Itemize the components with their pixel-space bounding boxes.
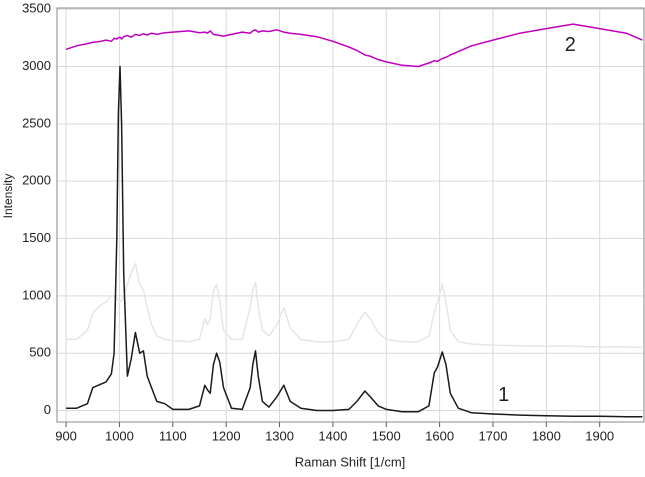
spectrum-line bbox=[66, 262, 643, 349]
x-tick-label: 1000 bbox=[105, 428, 134, 443]
y-tick-label: 2000 bbox=[22, 173, 51, 188]
x-tick-label: 1900 bbox=[585, 428, 614, 443]
y-tick-label: 1000 bbox=[22, 287, 51, 302]
x-tick-label: 1300 bbox=[265, 428, 294, 443]
x-tick-label: 900 bbox=[55, 428, 77, 443]
spectrum-line bbox=[65, 23, 643, 68]
y-tick-label: 1500 bbox=[22, 230, 51, 245]
y-tick-label: 2500 bbox=[22, 115, 51, 130]
x-tick-label: 1500 bbox=[372, 428, 401, 443]
plot-frame bbox=[56, 7, 645, 423]
x-tick-label: 1100 bbox=[159, 428, 187, 443]
x-tick-label: 1400 bbox=[318, 428, 347, 443]
y-tick-label: 0 bbox=[44, 402, 51, 417]
x-tick-label: 1700 bbox=[479, 428, 508, 443]
y-tick-label: 500 bbox=[29, 345, 51, 360]
spectrum-line bbox=[66, 65, 643, 418]
x-tick-label: 1200 bbox=[212, 428, 241, 443]
x-tick-label: 1600 bbox=[425, 428, 454, 443]
y-tick-label: 3500 bbox=[22, 1, 51, 16]
annotation: 2 bbox=[565, 34, 576, 56]
annotation: 1 bbox=[498, 384, 509, 406]
x-axis-label: Raman Shift [1/cm] bbox=[295, 454, 406, 469]
y-axis-label: Intensity bbox=[1, 174, 15, 219]
x-tick-label: 1800 bbox=[532, 428, 561, 443]
y-tick-label: 3000 bbox=[22, 58, 51, 73]
